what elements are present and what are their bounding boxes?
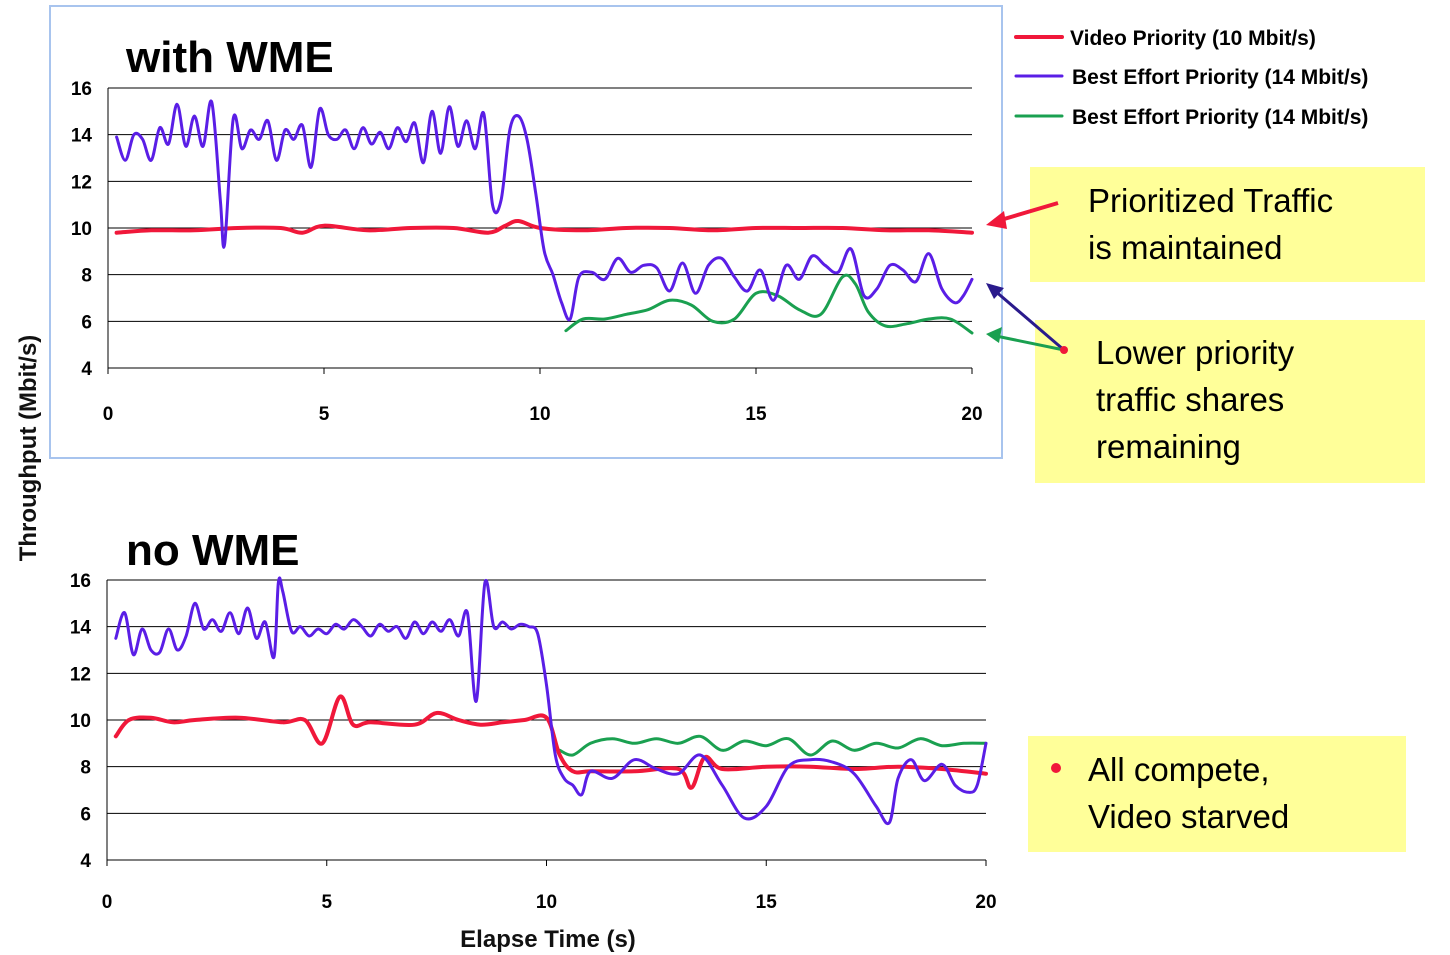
x-tick-label: 5 (321, 892, 332, 913)
y-tick-label: 6 (80, 804, 91, 825)
series-line-best-effort-purple (115, 99, 974, 322)
bottom-series-lines (113, 576, 988, 826)
legend-label-best-effort-green: Best Effort Priority (14 Mbit/s) (1072, 106, 1368, 129)
arrow-head-blue-icon (986, 283, 1004, 299)
legend: Video Priority (10 Mbit/s) Best Effort P… (1014, 27, 1368, 129)
y-tick-label: 14 (70, 618, 92, 639)
bullet-icon (1051, 763, 1061, 773)
annotation-lower-line3: remaining (1096, 428, 1241, 465)
x-tick-label: 10 (529, 404, 550, 425)
annotation-lower-line1: Lower priority (1096, 334, 1295, 371)
annotation-box-starved (1028, 736, 1406, 852)
series-line-video (113, 694, 988, 790)
annotation-prioritized-line2: is maintained (1088, 229, 1282, 266)
y-tick-label: 6 (81, 312, 92, 333)
annotation-lower-line2: traffic shares (1096, 381, 1284, 418)
y-tick-label: 4 (80, 851, 91, 872)
y-tick-label: 10 (70, 711, 91, 732)
legend-label-video: Video Priority (10 Mbit/s) (1070, 27, 1316, 50)
x-tick-label: 20 (975, 892, 996, 913)
x-tick-label: 5 (319, 404, 330, 425)
y-axis-title: Throughput (Mbit/s) (15, 335, 42, 562)
y-tick-label: 16 (70, 571, 91, 592)
arrow-head-red-icon (986, 211, 1007, 229)
x-tick-label: 0 (102, 892, 113, 913)
series-line-best-effort-green (564, 273, 974, 335)
annotation-starved-line2: Video starved (1088, 798, 1289, 835)
bottom-tick-labels: 4 6 8 10 12 14 16 0 5 10 15 20 (70, 571, 997, 913)
x-tick-label: 20 (961, 404, 982, 425)
x-tick-label: 15 (756, 892, 778, 913)
y-tick-label: 8 (80, 758, 91, 779)
bottom-gridlines (106, 579, 987, 866)
y-tick-label: 12 (71, 172, 92, 193)
bottom-chart-title: no WME (126, 526, 300, 575)
annotation-prioritized-line1: Prioritized Traffic (1088, 182, 1333, 219)
arrow-to-green-line (995, 334, 1065, 352)
y-tick-label: 12 (70, 664, 91, 685)
x-tick-label: 15 (745, 404, 767, 425)
legend-label-best-effort-purple: Best Effort Priority (14 Mbit/s) (1072, 66, 1368, 89)
series-line-video (114, 218, 974, 235)
top-tick-labels: 4 6 8 10 12 14 16 0 5 10 15 20 (71, 79, 983, 425)
x-tick-label: 0 (103, 404, 114, 425)
y-tick-label: 10 (71, 219, 92, 240)
top-series-lines (114, 99, 974, 335)
series-line-best-effort-green (558, 734, 988, 757)
series-line-best-effort-purple (114, 576, 988, 826)
top-chart-title: with WME (125, 33, 334, 82)
y-tick-label: 16 (71, 79, 92, 100)
x-axis-title: Elapse Time (s) (460, 926, 636, 953)
top-panel-frame (49, 5, 1003, 459)
arrow-head-green-icon (986, 327, 1002, 343)
y-tick-label: 4 (81, 359, 92, 380)
y-tick-label: 14 (71, 126, 93, 147)
arrow-to-purple-line (993, 288, 1065, 352)
x-tick-label: 10 (536, 892, 557, 913)
arrow-origin-dot (1060, 346, 1068, 354)
annotation-box-lower-priority (1035, 320, 1425, 483)
annotation-starved-line1: All compete, (1088, 751, 1270, 788)
annotation-box-prioritized (1030, 167, 1425, 282)
y-tick-label: 8 (81, 266, 92, 287)
annotation-arrows (986, 201, 1068, 354)
